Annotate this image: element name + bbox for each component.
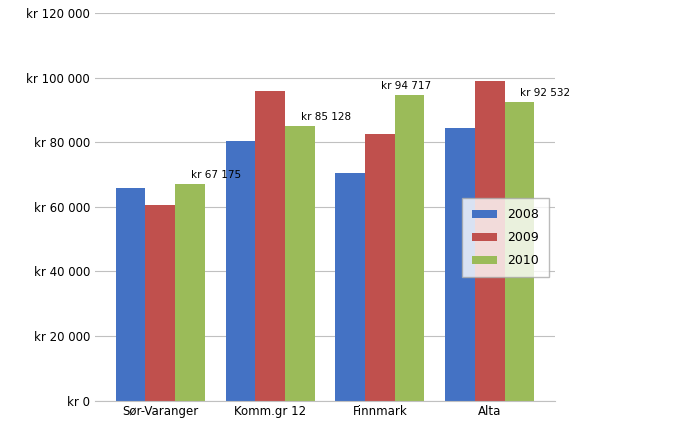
- Text: kr 85 128: kr 85 128: [301, 112, 351, 122]
- Bar: [285, 126, 315, 400]
- Text: kr 92 532: kr 92 532: [521, 88, 571, 98]
- Bar: [225, 141, 255, 401]
- Text: kr 94 717: kr 94 717: [381, 81, 431, 91]
- Bar: [116, 188, 146, 400]
- Bar: [445, 128, 475, 400]
- Bar: [475, 81, 504, 400]
- Text: kr 67 175: kr 67 175: [191, 170, 241, 180]
- Bar: [175, 184, 204, 400]
- Bar: [335, 173, 365, 400]
- Bar: [365, 134, 395, 400]
- Bar: [504, 102, 534, 400]
- Bar: [395, 95, 424, 400]
- Legend: 2008, 2009, 2010: 2008, 2009, 2010: [462, 198, 549, 277]
- Bar: [146, 205, 175, 400]
- Bar: [255, 91, 285, 400]
